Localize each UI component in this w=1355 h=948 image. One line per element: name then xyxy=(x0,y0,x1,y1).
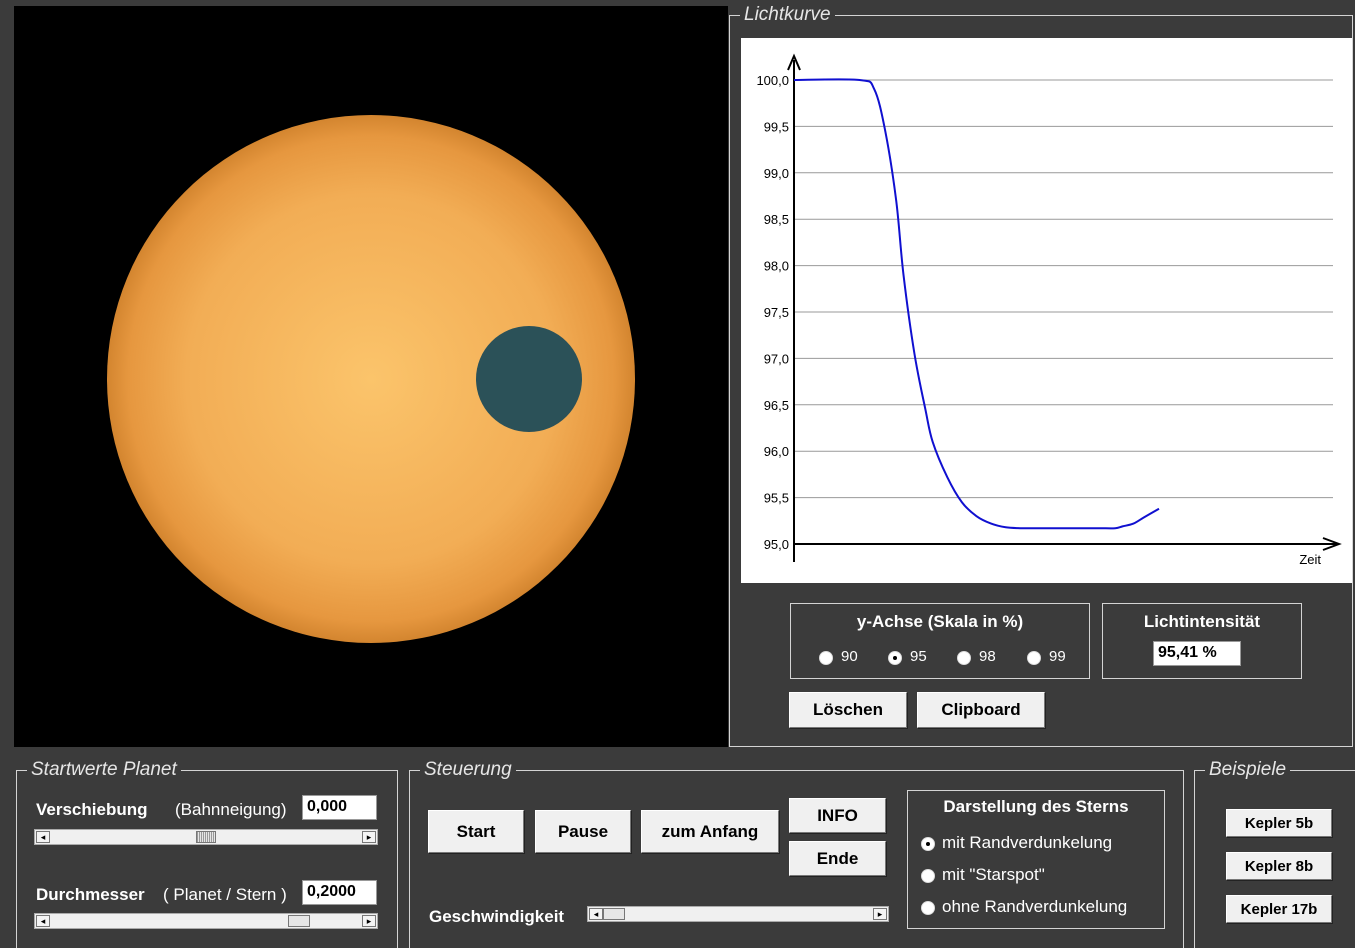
radio-95[interactable] xyxy=(888,651,902,665)
y-tick-label: 98,0 xyxy=(764,259,789,274)
slider-left-arrow-icon[interactable]: ◂ xyxy=(589,908,603,920)
durchmesser-label: Durchmesser xyxy=(36,885,145,904)
clipboard-button[interactable]: Clipboard xyxy=(917,692,1045,728)
intensity-group: Lichtintensität 95,41 % xyxy=(1102,603,1302,679)
radio-98-label: 98 xyxy=(979,648,996,665)
planet-disc[interactable] xyxy=(476,326,582,432)
kepler-17b-button[interactable]: Kepler 17b xyxy=(1226,895,1332,923)
x-axis-label: Zeit xyxy=(1299,552,1321,567)
radio-mit-randverdunkelung-label: mit Randverdunkelung xyxy=(942,833,1113,852)
verschiebung-hint: (Bahnneigung) xyxy=(175,800,287,819)
y-tick-label: 96,5 xyxy=(764,398,789,413)
durchmesser-thumb[interactable] xyxy=(287,915,310,927)
radio-starspot-label: mit "Starspot" xyxy=(942,865,1045,884)
loeschen-button[interactable]: Löschen xyxy=(789,692,907,728)
y-tick-label: 96,0 xyxy=(764,444,789,459)
radio-mit-randverdunkelung[interactable] xyxy=(921,837,935,851)
y-tick-label: 99,0 xyxy=(764,166,789,181)
durchmesser-hint: ( Planet / Stern ) xyxy=(163,885,287,904)
slider-left-arrow-icon[interactable]: ◂ xyxy=(36,831,50,843)
startwerte-frame: Startwerte Planet xyxy=(16,760,398,948)
slider-left-arrow-icon[interactable]: ◂ xyxy=(36,915,50,927)
durchmesser-input[interactable]: 0,2000 xyxy=(302,880,377,905)
y-tick-label: 95,0 xyxy=(764,537,789,552)
verschiebung-input[interactable]: 0,000 xyxy=(302,795,377,820)
y-tick-label: 99,5 xyxy=(764,119,789,134)
geschwindigkeit-thumb[interactable] xyxy=(603,908,625,920)
beispiele-frame: Beispiele xyxy=(1194,760,1355,948)
start-button[interactable]: Start xyxy=(428,810,524,853)
verschiebung-thumb[interactable] xyxy=(196,831,216,843)
radio-99-label: 99 xyxy=(1049,648,1066,665)
intensity-value: 95,41 % xyxy=(1153,641,1241,666)
radio-99[interactable] xyxy=(1027,651,1041,665)
lightcurve-line xyxy=(793,78,1160,530)
slider-right-arrow-icon[interactable]: ▸ xyxy=(362,831,376,843)
steuerung-legend: Steuerung xyxy=(420,760,516,780)
steuerung-frame: Steuerung xyxy=(409,760,1184,948)
y-tick-label: 100,0 xyxy=(756,73,789,88)
kepler-5b-button[interactable]: Kepler 5b xyxy=(1226,809,1332,837)
beispiele-legend: Beispiele xyxy=(1205,760,1291,780)
durchmesser-slider[interactable]: ◂ ▸ xyxy=(34,913,378,929)
darstellung-title: Darstellung des Sterns xyxy=(943,797,1129,816)
y-tick-label: 97,5 xyxy=(764,305,789,320)
radio-98[interactable] xyxy=(957,651,971,665)
radio-90-label: 90 xyxy=(841,648,858,665)
info-button[interactable]: INFO xyxy=(789,798,886,833)
lightcurve-chart: 100,0 99,5 99,0 98,5 98,0 97,5 97,0 96,5 96,0 95,… xyxy=(741,38,1352,583)
radio-90[interactable] xyxy=(819,651,833,665)
star-view xyxy=(14,6,728,747)
radio-ohne-randverdunkelung-label: ohne Randverdunkelung xyxy=(942,897,1128,916)
slider-right-arrow-icon[interactable]: ▸ xyxy=(873,908,887,920)
verschiebung-slider[interactable]: ◂ ▸ xyxy=(34,829,378,845)
yaxis-group: y-Achse (Skala in %) 90 95 98 99 xyxy=(790,603,1090,679)
zum-anfang-button[interactable]: zum Anfang xyxy=(641,810,779,853)
verschiebung-label: Verschiebung xyxy=(36,800,148,819)
lichtkurve-legend: Lichtkurve xyxy=(740,5,835,25)
radio-ohne-randverdunkelung[interactable] xyxy=(921,901,935,915)
y-tick-label: 95,5 xyxy=(764,491,789,506)
geschwindigkeit-slider[interactable]: ◂ ▸ xyxy=(587,906,889,922)
star-disc xyxy=(107,115,635,643)
ende-button[interactable]: Ende xyxy=(789,841,886,876)
radio-95-label: 95 xyxy=(910,648,927,665)
y-axis-arrow-icon xyxy=(787,53,801,71)
slider-right-arrow-icon[interactable]: ▸ xyxy=(362,915,376,927)
yaxis-group-title: y-Achse (Skala in %) xyxy=(856,612,1024,631)
y-tick-label: 97,0 xyxy=(764,351,789,366)
pause-button[interactable]: Pause xyxy=(535,810,631,853)
lightcurve-svg: 100,0 99,5 99,0 98,5 98,0 97,5 97,0 96,5 96,0 95,… xyxy=(756,53,1342,567)
darstellung-group: Darstellung des Sterns mit Randverdunkel… xyxy=(907,790,1165,929)
intensity-title: Lichtintensität xyxy=(1143,612,1261,631)
kepler-8b-button[interactable]: Kepler 8b xyxy=(1226,852,1332,880)
radio-starspot[interactable] xyxy=(921,869,935,883)
lichtkurve-frame: Lichtkurve xyxy=(729,5,1353,747)
startwerte-legend: Startwerte Planet xyxy=(27,760,181,780)
star-canvas xyxy=(107,115,635,643)
y-tick-label: 98,5 xyxy=(764,212,789,227)
geschwindigkeit-label: Geschwindigkeit xyxy=(429,907,565,926)
x-axis-arrow-icon xyxy=(1322,537,1342,551)
